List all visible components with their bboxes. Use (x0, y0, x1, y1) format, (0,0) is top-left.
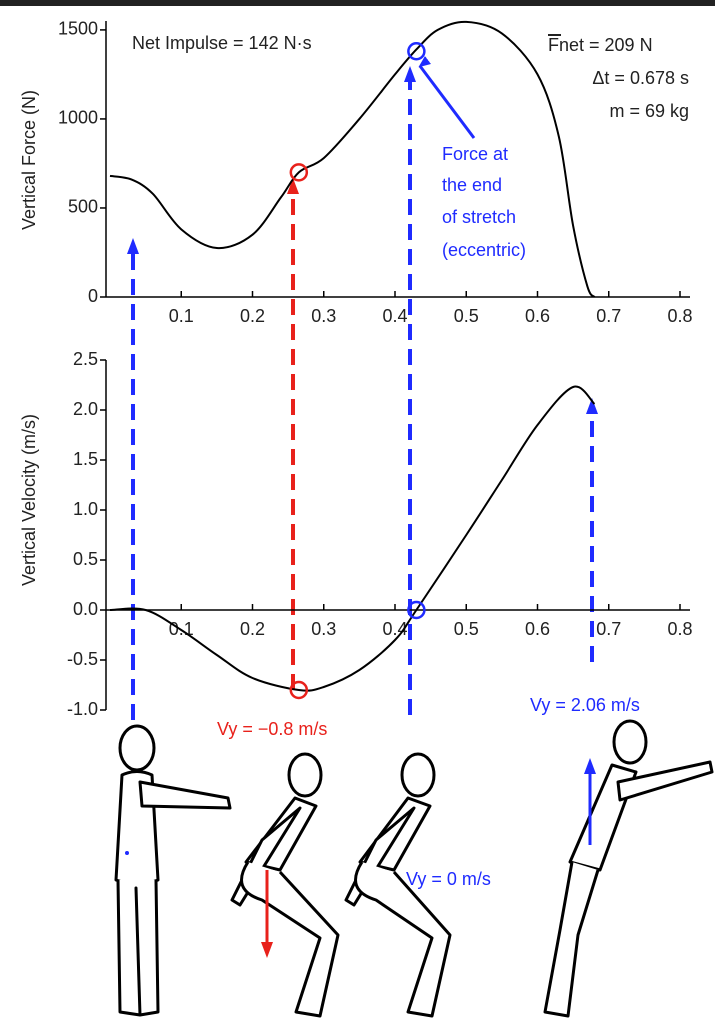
arm (618, 762, 712, 800)
annotation: Fnet = 209 N (548, 35, 653, 55)
y-tick-label: 2.5 (73, 349, 98, 369)
center-mass (125, 851, 129, 855)
figure-squat (232, 754, 338, 1016)
head (614, 721, 646, 763)
y-tick-label: 1.0 (73, 499, 98, 519)
x-tick-label: 0.7 (596, 306, 621, 326)
arrow-head (127, 238, 139, 254)
x-tick-label: 0.2 (240, 619, 265, 639)
arrow-head (404, 66, 416, 82)
x-tick-label: 0.3 (311, 306, 336, 326)
head (289, 754, 321, 796)
y-tick-label: 0.5 (73, 549, 98, 569)
legs (545, 862, 598, 1016)
chart: Vertical Force (N) Vertical Velocity (m/… (0, 0, 715, 1024)
x-tick-label: 0.3 (311, 619, 336, 639)
arrow-head (584, 758, 596, 774)
arrow-head (261, 942, 273, 958)
x-tick-label: 0.8 (667, 306, 692, 326)
x-tick-label: 0.5 (454, 619, 479, 639)
callout: Force at the end of stretch (eccentric) (442, 144, 526, 260)
y-tick-label: -0.5 (67, 649, 98, 669)
page: Vertical Force (N) Vertical Velocity (m/… (0, 0, 715, 1024)
head (402, 754, 434, 796)
callout-arrow (420, 66, 474, 138)
annotation: Vy = 0 m/s (406, 869, 491, 889)
x-tick-label: 0.4 (382, 306, 407, 326)
series-line (110, 387, 595, 691)
x-tick-label: 0.8 (667, 619, 692, 639)
guides (133, 78, 592, 720)
callout-line: the end (442, 175, 502, 195)
y-axis-label: Vertical Velocity (m/s) (19, 414, 39, 586)
guide-heads (127, 66, 598, 414)
x-tick-label: 0.1 (169, 306, 194, 326)
callout-line: of stretch (442, 207, 516, 227)
callout-line: (eccentric) (442, 240, 526, 260)
callout-line: Force at (442, 144, 508, 164)
legs (242, 862, 338, 1016)
y-tick-label: 0 (88, 286, 98, 306)
y-tick-label: -1.0 (67, 699, 98, 719)
annotation: m = 69 kg (609, 101, 689, 121)
y-tick-label: 0.0 (73, 599, 98, 619)
y-tick-label: 2.0 (73, 399, 98, 419)
annotation: Vy = −0.8 m/s (217, 719, 327, 739)
annotation: Δt = 0.678 s (592, 68, 689, 88)
y-tick-label: 1500 (58, 19, 98, 39)
annotation: Net Impulse = 142 N·s (132, 33, 312, 53)
figure-standing (116, 726, 230, 1015)
figure-jump (545, 721, 712, 1016)
annotation: Vy = 2.06 m/s (530, 695, 640, 715)
x-tick-label: 0.6 (525, 619, 550, 639)
highlight-point (408, 43, 424, 59)
x-tick-label: 0.5 (454, 306, 479, 326)
y-tick-label: 1.5 (73, 449, 98, 469)
y-tick-label: 500 (68, 197, 98, 217)
x-tick-label: 0.6 (525, 306, 550, 326)
arm (140, 782, 230, 808)
head (120, 726, 154, 770)
x-tick-label: 0.2 (240, 306, 265, 326)
top-bar (0, 0, 715, 6)
y-tick-label: 1000 (58, 108, 98, 128)
x-tick-label: 0.7 (596, 619, 621, 639)
legs (118, 880, 158, 1015)
y-axis-label: Vertical Force (N) (19, 90, 39, 230)
